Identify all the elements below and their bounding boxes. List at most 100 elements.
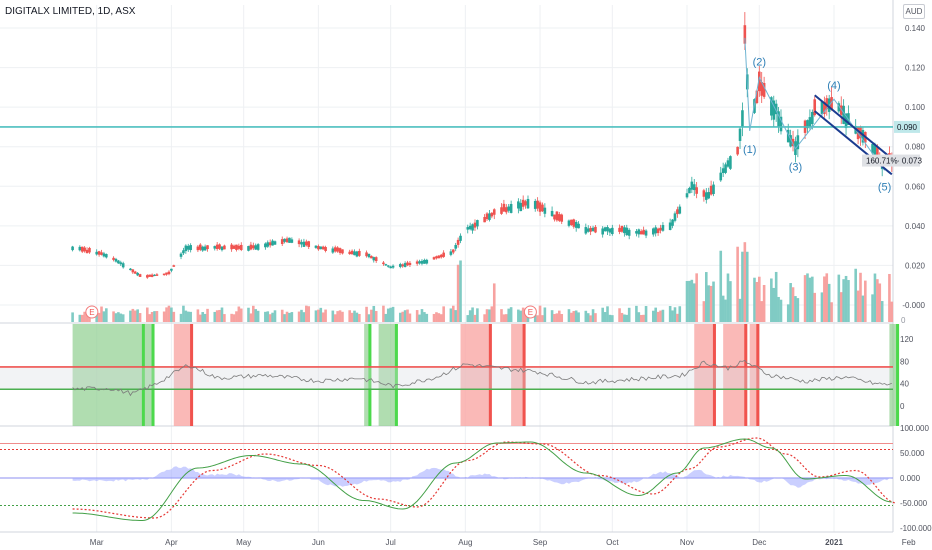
volume-bar — [519, 310, 523, 322]
volume-bar — [533, 311, 537, 322]
volume-bar — [676, 313, 679, 322]
candle-body — [584, 227, 588, 234]
candle-body — [591, 227, 595, 231]
volume-bar — [803, 275, 807, 322]
volume-bar — [172, 311, 176, 322]
rsi-red-zone — [460, 324, 492, 426]
volume-bar — [249, 313, 253, 322]
volume-bar — [218, 309, 221, 322]
volume-bar — [591, 309, 595, 322]
candle-body — [338, 248, 342, 253]
candle-body — [418, 261, 421, 264]
candle-body — [406, 262, 409, 266]
volume-bar — [167, 305, 171, 322]
candle-body — [760, 82, 764, 96]
volume-bar — [305, 305, 308, 322]
rsi-axis-tick: 0 — [900, 402, 905, 411]
wave-label: (3) — [789, 162, 802, 174]
candle-body — [435, 256, 438, 259]
volume-bar — [635, 305, 638, 322]
osc-histogram — [72, 466, 892, 488]
volume-bar — [473, 314, 477, 322]
candle-body — [372, 257, 376, 261]
candle-body — [232, 245, 236, 249]
volume-bar — [507, 308, 511, 322]
candle-body — [558, 214, 561, 221]
volume-bar — [95, 312, 98, 322]
candle-body — [167, 271, 171, 275]
volume-bar — [170, 307, 173, 322]
candle-body — [302, 241, 306, 247]
candle-body — [808, 117, 812, 127]
candle-body — [145, 275, 149, 278]
volume-bar — [268, 314, 272, 322]
grid-lines — [0, 5, 893, 532]
last-price-label: · 0.073 — [897, 157, 922, 166]
volume-bar — [589, 315, 592, 322]
last-price-badge — [862, 154, 920, 167]
rsi-red-zone — [749, 324, 760, 426]
volume-bar — [488, 309, 491, 322]
currency-button[interactable]: AUD — [903, 4, 925, 19]
candle-body — [85, 249, 89, 254]
candle-body — [618, 227, 621, 232]
rsi-axis-tick: 40 — [900, 380, 909, 389]
candle-body — [218, 244, 221, 249]
osc-axis-tick: 50.000 — [900, 449, 925, 458]
volume-bar — [777, 296, 780, 322]
volume-bar — [541, 315, 544, 322]
volume-bar — [182, 305, 185, 322]
candle-body — [594, 226, 597, 233]
volume-bar — [283, 314, 286, 322]
candle-body — [256, 244, 260, 250]
candle-body — [567, 220, 571, 226]
volume-bar — [842, 279, 845, 322]
candle-body — [389, 266, 392, 269]
candle-body — [709, 185, 713, 195]
candle-body — [213, 246, 217, 249]
wave-line — [744, 37, 886, 171]
volume-bar — [331, 310, 335, 322]
candle-body — [625, 227, 629, 236]
candle-body — [876, 146, 879, 159]
volume-bar — [492, 283, 496, 322]
candle-body — [550, 210, 554, 217]
volume-bar — [80, 314, 84, 322]
candle-body — [738, 128, 742, 141]
volume-bar — [789, 283, 792, 322]
volume-bar — [350, 312, 354, 322]
volume-axis-tick: 0 — [901, 316, 906, 325]
candle-body — [543, 207, 547, 214]
rsi-axis-tick: 120 — [900, 335, 914, 344]
candle-body — [671, 219, 674, 226]
volume-bar — [129, 310, 132, 322]
channel-line — [814, 94, 893, 160]
candle-body — [112, 257, 115, 260]
candle-body — [367, 253, 371, 258]
rsi-pane — [0, 324, 900, 426]
volume-bar — [726, 273, 730, 322]
volume-bar — [490, 306, 494, 322]
volume-bar — [603, 312, 607, 322]
volume-bar — [353, 310, 356, 322]
volume-bar — [505, 314, 508, 322]
candle-body — [300, 242, 303, 245]
candle-body — [570, 219, 573, 225]
volume-bar — [165, 307, 168, 322]
candle-body — [524, 201, 527, 206]
volume-bar — [688, 280, 691, 322]
price-axis-tick: 0.060 — [905, 182, 926, 191]
osc-green-line — [72, 438, 892, 521]
volume-bar — [606, 306, 609, 322]
volume-bar — [131, 308, 135, 322]
volume-bar — [709, 285, 713, 322]
candle-body — [285, 238, 289, 243]
volume-bar — [550, 310, 554, 322]
volume-bar — [673, 307, 677, 322]
volume-bar — [794, 296, 797, 322]
candle-body — [471, 224, 474, 231]
candle-body — [837, 103, 841, 112]
candle-body — [871, 143, 874, 154]
candle-body — [148, 274, 152, 277]
